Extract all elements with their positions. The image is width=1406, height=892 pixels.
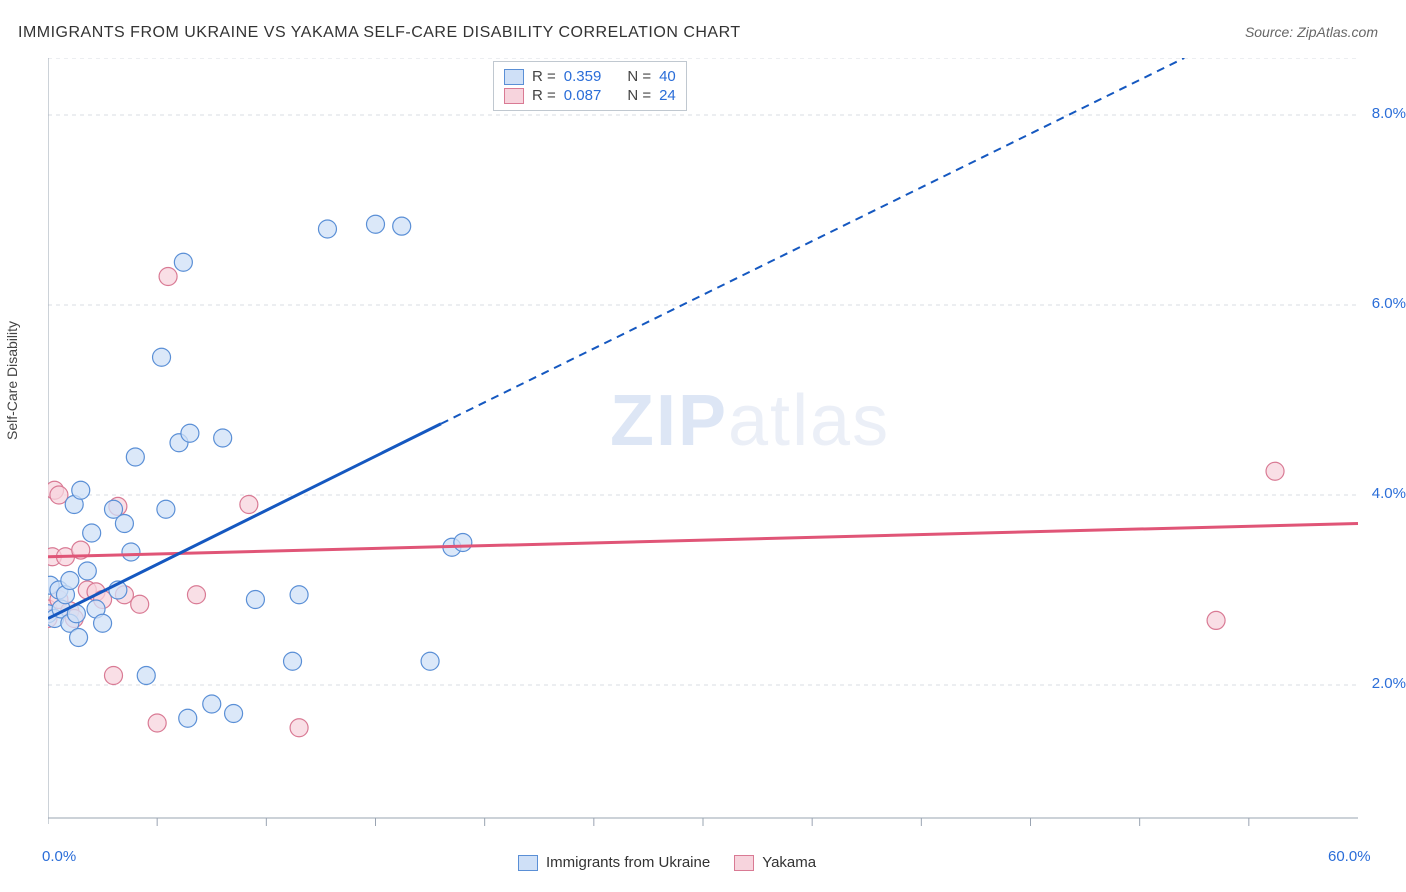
y-axis-tick-label: 6.0% — [1356, 295, 1406, 312]
chart-source: Source: ZipAtlas.com — [1245, 24, 1378, 40]
yakama-n-value: 24 — [659, 87, 676, 104]
legend-item-yakama: Yakama — [734, 854, 816, 871]
stats-row-yakama: R = 0.087 N = 24 — [504, 87, 676, 104]
stats-legend: R = 0.359 N = 40 R = 0.087 N = 24 — [493, 61, 687, 111]
chart-title: IMMIGRANTS FROM UKRAINE VS YAKAMA SELF-C… — [18, 24, 741, 42]
yakama-swatch-icon — [504, 88, 524, 104]
bottom-legend: Immigrants from Ukraine Yakama — [518, 854, 816, 871]
stats-row-ukraine: R = 0.359 N = 40 — [504, 68, 676, 85]
y-axis-tick-label: 4.0% — [1356, 485, 1406, 502]
scatter-chart — [48, 58, 1388, 878]
ukraine-swatch-icon — [504, 69, 524, 85]
legend-item-ukraine: Immigrants from Ukraine — [518, 854, 710, 871]
y-axis-tick-label: 8.0% — [1356, 105, 1406, 122]
y-axis-tick-label: 2.0% — [1356, 675, 1406, 692]
x-axis-max-label: 60.0% — [1328, 848, 1371, 865]
ukraine-n-value: 40 — [659, 68, 676, 85]
ukraine-swatch-icon — [518, 855, 538, 871]
x-axis-min-label: 0.0% — [42, 848, 76, 865]
y-axis-label: Self-Care Disability — [4, 321, 20, 440]
n-label: N = — [627, 68, 651, 85]
r-label: R = — [532, 87, 556, 104]
ukraine-r-value: 0.359 — [564, 68, 602, 85]
yakama-swatch-icon — [734, 855, 754, 871]
legend-label: Yakama — [762, 854, 816, 871]
r-label: R = — [532, 68, 556, 85]
legend-label: Immigrants from Ukraine — [546, 854, 710, 871]
yakama-r-value: 0.087 — [564, 87, 602, 104]
n-label: N = — [627, 87, 651, 104]
